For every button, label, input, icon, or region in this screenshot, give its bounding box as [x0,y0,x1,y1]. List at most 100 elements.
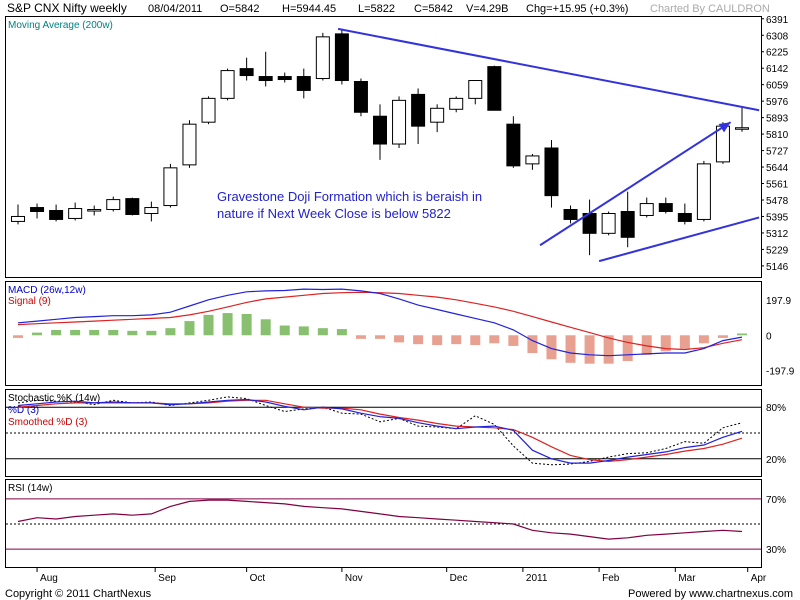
macd-histogram-bar [584,335,595,364]
macd-histogram-bar [89,329,100,336]
stoch-k-legend: Stochastic %K (14w) [8,393,100,404]
macd-tick-label: 0 [766,331,772,342]
candle-body [373,115,387,145]
x-tick-label: Nov [345,573,363,584]
candle-body [68,208,83,219]
stochastic-group: 80% 20% [6,396,786,466]
candle-body [277,76,292,81]
macd-histogram-bar [565,335,576,363]
candle-body [620,211,635,238]
price-tick-label: 5395 [766,212,789,223]
header-volume: V=4.29B [466,3,509,15]
candle-body [735,127,749,130]
price-legend-ma: Moving Average (200w) [8,20,113,31]
candle-body [715,125,730,163]
macd-histogram-bar [184,321,195,336]
trendline-arrowhead [718,122,731,133]
candle-body [106,199,121,211]
x-tick-label: Mar [678,573,696,584]
price-tick-label: 6142 [766,64,789,75]
rsi-group: 70% 30% [6,495,786,556]
trendline-channel [539,121,732,247]
header-charted-by: Charted By CAULDRON [650,3,770,15]
price-tick-label: 5312 [766,229,789,240]
macd-histogram-bar [717,335,728,338]
macd-histogram-bar [108,329,119,336]
macd-panel-frame [5,281,762,386]
candle-body [658,203,673,213]
macd-histogram-bar [698,335,709,344]
macd-histogram-bar [546,335,557,360]
macd-line [17,288,743,357]
candle-body [144,207,159,214]
header-open: O=5842 [220,3,259,15]
x-tick-label: Sep [158,573,176,584]
macd-histogram-bar [298,326,309,336]
macd-histogram-bar [660,335,671,352]
rsi-legend: RSI (14w) [8,483,52,494]
macd-histogram-bar [432,335,443,346]
macd-tick-label: 197.9 [766,296,791,307]
candle-body [334,33,349,82]
footer-powered-by: Powered by www.chartnexus.com [628,588,793,600]
candle-body [30,207,45,213]
header-low: L=5822 [358,3,395,15]
footer-copyright: Copyright © 2011 ChartNexus [5,588,152,600]
macd-histogram-bar [13,335,23,338]
macd-histogram-bar [279,325,290,336]
candle-body [601,212,616,234]
candle-body [125,198,140,215]
candle-body [258,76,273,82]
candle-body [392,99,407,145]
macd-histogram-bar [508,335,519,346]
candle-body [468,80,483,99]
stoch-sd-legend: Smoothed %D (3) [8,417,87,428]
candle-body [430,107,445,123]
candle-body [525,155,540,165]
macd-histogram-bar [70,329,81,336]
rsi-line [17,499,743,540]
x-tick-label: Apr [751,573,767,584]
macd-histogram-bar [51,329,62,336]
price-tick-label: 5229 [766,245,789,256]
rsi-panel-frame [5,479,762,568]
macd-histogram-bar [222,313,233,336]
macd-legend: MACD (26w,12w) [8,285,86,296]
trendlines-group [337,27,760,263]
x-tick-label: Feb [602,573,620,584]
candle-body [11,215,25,222]
annotation-line-2: nature if Next Week Close is below 5822 [217,206,451,221]
price-axis-group: 6391 6308 6225 6142 6059 5976 5893 5810 5727 5644… [761,15,789,273]
macd-tick-label: -197.9 [766,366,795,377]
candle-body [182,123,197,166]
price-tick-label: 5561 [766,180,789,191]
candle-body [411,93,426,127]
macd-histogram-bar [451,335,462,345]
macd-histogram-bar [622,335,633,362]
macd-histogram-bar [679,335,690,349]
candle-body [544,147,559,197]
header-change: Chg=+15.95 (+0.3%) [526,3,628,15]
candle-body [449,97,464,110]
price-panel-frame [5,16,762,278]
signal-line [17,291,743,351]
panel-frames [5,16,762,568]
macd-group: 197.9 0 -197.9 [13,288,795,377]
candle-body [49,210,64,220]
candle-body [163,167,178,207]
candles-group [11,28,749,256]
stoch-d-legend: %D (3) [8,405,39,416]
header-close: C=5842 [414,3,453,15]
candle-body [639,203,654,216]
macd-histogram-bar [165,328,176,336]
macd-histogram-bar [241,313,252,336]
price-tick-label: 5727 [766,147,789,158]
price-tick-label: 6308 [766,31,789,42]
candle-body [353,81,368,113]
x-tick-label: Oct [250,573,266,584]
candle-body [220,70,235,99]
macd-histogram-bar [260,319,271,336]
macd-histogram-bar [32,332,43,336]
candle-body [487,66,502,111]
